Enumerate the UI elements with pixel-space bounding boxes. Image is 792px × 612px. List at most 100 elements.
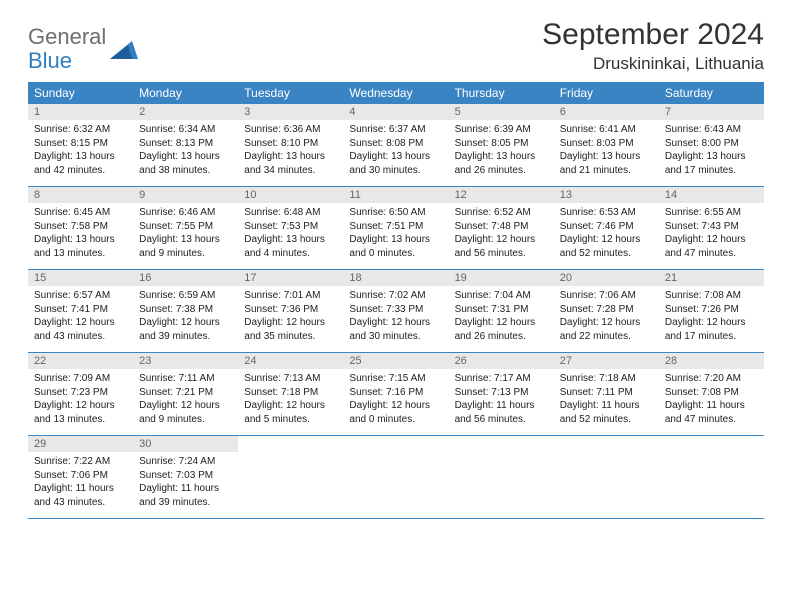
daylight-line: Daylight: 12 hours and 5 minutes.	[244, 399, 337, 426]
day-number: 5	[449, 104, 554, 120]
day-number: 19	[449, 270, 554, 286]
day-body: Sunrise: 7:22 AMSunset: 7:06 PMDaylight:…	[28, 452, 133, 513]
day-body: Sunrise: 6:36 AMSunset: 8:10 PMDaylight:…	[238, 120, 343, 181]
day-body: Sunrise: 6:34 AMSunset: 8:13 PMDaylight:…	[133, 120, 238, 181]
day-number: 7	[659, 104, 764, 120]
day-number: 23	[133, 353, 238, 369]
sunset-line: Sunset: 7:28 PM	[560, 303, 653, 317]
daylight-line: Daylight: 13 hours and 34 minutes.	[244, 150, 337, 177]
day-body: Sunrise: 6:59 AMSunset: 7:38 PMDaylight:…	[133, 286, 238, 347]
day-number: 22	[28, 353, 133, 369]
day-number: 17	[238, 270, 343, 286]
sunset-line: Sunset: 7:33 PM	[349, 303, 442, 317]
day-cell: 25Sunrise: 7:15 AMSunset: 7:16 PMDayligh…	[343, 353, 448, 435]
daylight-line: Daylight: 13 hours and 17 minutes.	[665, 150, 758, 177]
daylight-line: Daylight: 12 hours and 47 minutes.	[665, 233, 758, 260]
sunrise-line: Sunrise: 7:13 AM	[244, 372, 337, 386]
day-body: Sunrise: 6:41 AMSunset: 8:03 PMDaylight:…	[554, 120, 659, 181]
day-number: 3	[238, 104, 343, 120]
daylight-line: Daylight: 11 hours and 43 minutes.	[34, 482, 127, 509]
sunrise-line: Sunrise: 6:45 AM	[34, 206, 127, 220]
day-body: Sunrise: 7:08 AMSunset: 7:26 PMDaylight:…	[659, 286, 764, 347]
sunrise-line: Sunrise: 7:20 AM	[665, 372, 758, 386]
day-number: 9	[133, 187, 238, 203]
dow-cell: Tuesday	[238, 82, 343, 104]
sunrise-line: Sunrise: 7:17 AM	[455, 372, 548, 386]
dow-cell: Monday	[133, 82, 238, 104]
day-body: Sunrise: 7:09 AMSunset: 7:23 PMDaylight:…	[28, 369, 133, 430]
day-cell: 10Sunrise: 6:48 AMSunset: 7:53 PMDayligh…	[238, 187, 343, 269]
day-cell: 6Sunrise: 6:41 AMSunset: 8:03 PMDaylight…	[554, 104, 659, 186]
day-cell: 3Sunrise: 6:36 AMSunset: 8:10 PMDaylight…	[238, 104, 343, 186]
day-number: 2	[133, 104, 238, 120]
day-cell: 30Sunrise: 7:24 AMSunset: 7:03 PMDayligh…	[133, 436, 238, 518]
sunrise-line: Sunrise: 7:18 AM	[560, 372, 653, 386]
day-body: Sunrise: 6:46 AMSunset: 7:55 PMDaylight:…	[133, 203, 238, 264]
daylight-line: Daylight: 12 hours and 0 minutes.	[349, 399, 442, 426]
day-body: Sunrise: 6:50 AMSunset: 7:51 PMDaylight:…	[343, 203, 448, 264]
daylight-line: Daylight: 12 hours and 52 minutes.	[560, 233, 653, 260]
calendar-page: General Blue September 2024 Druskininkai…	[0, 0, 792, 537]
day-cell: 2Sunrise: 6:34 AMSunset: 8:13 PMDaylight…	[133, 104, 238, 186]
sunrise-line: Sunrise: 6:53 AM	[560, 206, 653, 220]
day-cell: 24Sunrise: 7:13 AMSunset: 7:18 PMDayligh…	[238, 353, 343, 435]
week-row: 22Sunrise: 7:09 AMSunset: 7:23 PMDayligh…	[28, 353, 764, 436]
day-number: 28	[659, 353, 764, 369]
day-body: Sunrise: 7:04 AMSunset: 7:31 PMDaylight:…	[449, 286, 554, 347]
day-body: Sunrise: 7:15 AMSunset: 7:16 PMDaylight:…	[343, 369, 448, 430]
sunset-line: Sunset: 7:21 PM	[139, 386, 232, 400]
day-body: Sunrise: 6:43 AMSunset: 8:00 PMDaylight:…	[659, 120, 764, 181]
sunrise-line: Sunrise: 7:15 AM	[349, 372, 442, 386]
daylight-line: Daylight: 13 hours and 13 minutes.	[34, 233, 127, 260]
day-body: Sunrise: 7:18 AMSunset: 7:11 PMDaylight:…	[554, 369, 659, 430]
day-cell: 4Sunrise: 6:37 AMSunset: 8:08 PMDaylight…	[343, 104, 448, 186]
day-cell: 14Sunrise: 6:55 AMSunset: 7:43 PMDayligh…	[659, 187, 764, 269]
day-number: 8	[28, 187, 133, 203]
title-block: September 2024 Druskininkai, Lithuania	[542, 18, 764, 74]
daylight-line: Daylight: 12 hours and 13 minutes.	[34, 399, 127, 426]
day-cell: 15Sunrise: 6:57 AMSunset: 7:41 PMDayligh…	[28, 270, 133, 352]
daylight-line: Daylight: 13 hours and 30 minutes.	[349, 150, 442, 177]
sunset-line: Sunset: 7:46 PM	[560, 220, 653, 234]
sunset-line: Sunset: 8:00 PM	[665, 137, 758, 151]
daylight-line: Daylight: 12 hours and 39 minutes.	[139, 316, 232, 343]
sunrise-line: Sunrise: 6:57 AM	[34, 289, 127, 303]
sunrise-line: Sunrise: 7:11 AM	[139, 372, 232, 386]
day-cell	[238, 436, 343, 518]
daylight-line: Daylight: 11 hours and 39 minutes.	[139, 482, 232, 509]
day-number: 21	[659, 270, 764, 286]
logo-triangle-icon	[110, 37, 138, 64]
day-number: 6	[554, 104, 659, 120]
sunrise-line: Sunrise: 6:36 AM	[244, 123, 337, 137]
sunset-line: Sunset: 7:43 PM	[665, 220, 758, 234]
day-number: 30	[133, 436, 238, 452]
sunset-line: Sunset: 8:13 PM	[139, 137, 232, 151]
sunrise-line: Sunrise: 7:01 AM	[244, 289, 337, 303]
sunset-line: Sunset: 7:06 PM	[34, 469, 127, 483]
sunset-line: Sunset: 7:23 PM	[34, 386, 127, 400]
day-cell: 16Sunrise: 6:59 AMSunset: 7:38 PMDayligh…	[133, 270, 238, 352]
day-body: Sunrise: 7:20 AMSunset: 7:08 PMDaylight:…	[659, 369, 764, 430]
dow-cell: Thursday	[449, 82, 554, 104]
day-body: Sunrise: 6:52 AMSunset: 7:48 PMDaylight:…	[449, 203, 554, 264]
day-body: Sunrise: 7:17 AMSunset: 7:13 PMDaylight:…	[449, 369, 554, 430]
sunset-line: Sunset: 7:03 PM	[139, 469, 232, 483]
sunset-line: Sunset: 8:15 PM	[34, 137, 127, 151]
day-cell: 12Sunrise: 6:52 AMSunset: 7:48 PMDayligh…	[449, 187, 554, 269]
dow-cell: Sunday	[28, 82, 133, 104]
daylight-line: Daylight: 12 hours and 17 minutes.	[665, 316, 758, 343]
calendar-grid: SundayMondayTuesdayWednesdayThursdayFrid…	[28, 82, 764, 519]
day-cell: 19Sunrise: 7:04 AMSunset: 7:31 PMDayligh…	[449, 270, 554, 352]
sunrise-line: Sunrise: 7:22 AM	[34, 455, 127, 469]
day-body: Sunrise: 6:39 AMSunset: 8:05 PMDaylight:…	[449, 120, 554, 181]
day-number: 18	[343, 270, 448, 286]
daylight-line: Daylight: 12 hours and 56 minutes.	[455, 233, 548, 260]
logo-text-bottom: Blue	[28, 48, 106, 74]
day-body: Sunrise: 7:13 AMSunset: 7:18 PMDaylight:…	[238, 369, 343, 430]
day-cell: 29Sunrise: 7:22 AMSunset: 7:06 PMDayligh…	[28, 436, 133, 518]
day-cell: 13Sunrise: 6:53 AMSunset: 7:46 PMDayligh…	[554, 187, 659, 269]
day-number: 16	[133, 270, 238, 286]
day-number: 20	[554, 270, 659, 286]
day-cell: 28Sunrise: 7:20 AMSunset: 7:08 PMDayligh…	[659, 353, 764, 435]
day-body: Sunrise: 7:01 AMSunset: 7:36 PMDaylight:…	[238, 286, 343, 347]
